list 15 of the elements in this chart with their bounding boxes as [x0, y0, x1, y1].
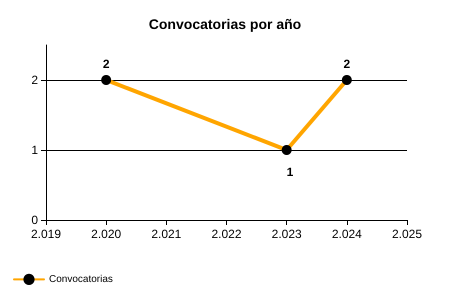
- x-tick-label: 2.019: [30, 227, 62, 241]
- x-tick-label: 2.020: [91, 227, 122, 241]
- x-tick-label: 2.021: [151, 227, 182, 241]
- chart-title: Convocatorias por año: [148, 16, 302, 32]
- x-tick-label: 2.024: [332, 227, 362, 241]
- data-label: 1: [286, 165, 294, 179]
- data-label: 2: [343, 57, 350, 71]
- x-tick-label: 2.023: [272, 227, 302, 241]
- legend-label: Convocatorias: [49, 274, 113, 285]
- y-tick-label: 2: [31, 73, 38, 87]
- x-tick-label: 2.022: [211, 227, 242, 241]
- data-label: 2: [102, 57, 110, 71]
- y-tick-label: 0: [31, 213, 38, 227]
- x-tick-label: 2.025: [392, 227, 422, 241]
- y-tick-label: 1: [31, 143, 38, 157]
